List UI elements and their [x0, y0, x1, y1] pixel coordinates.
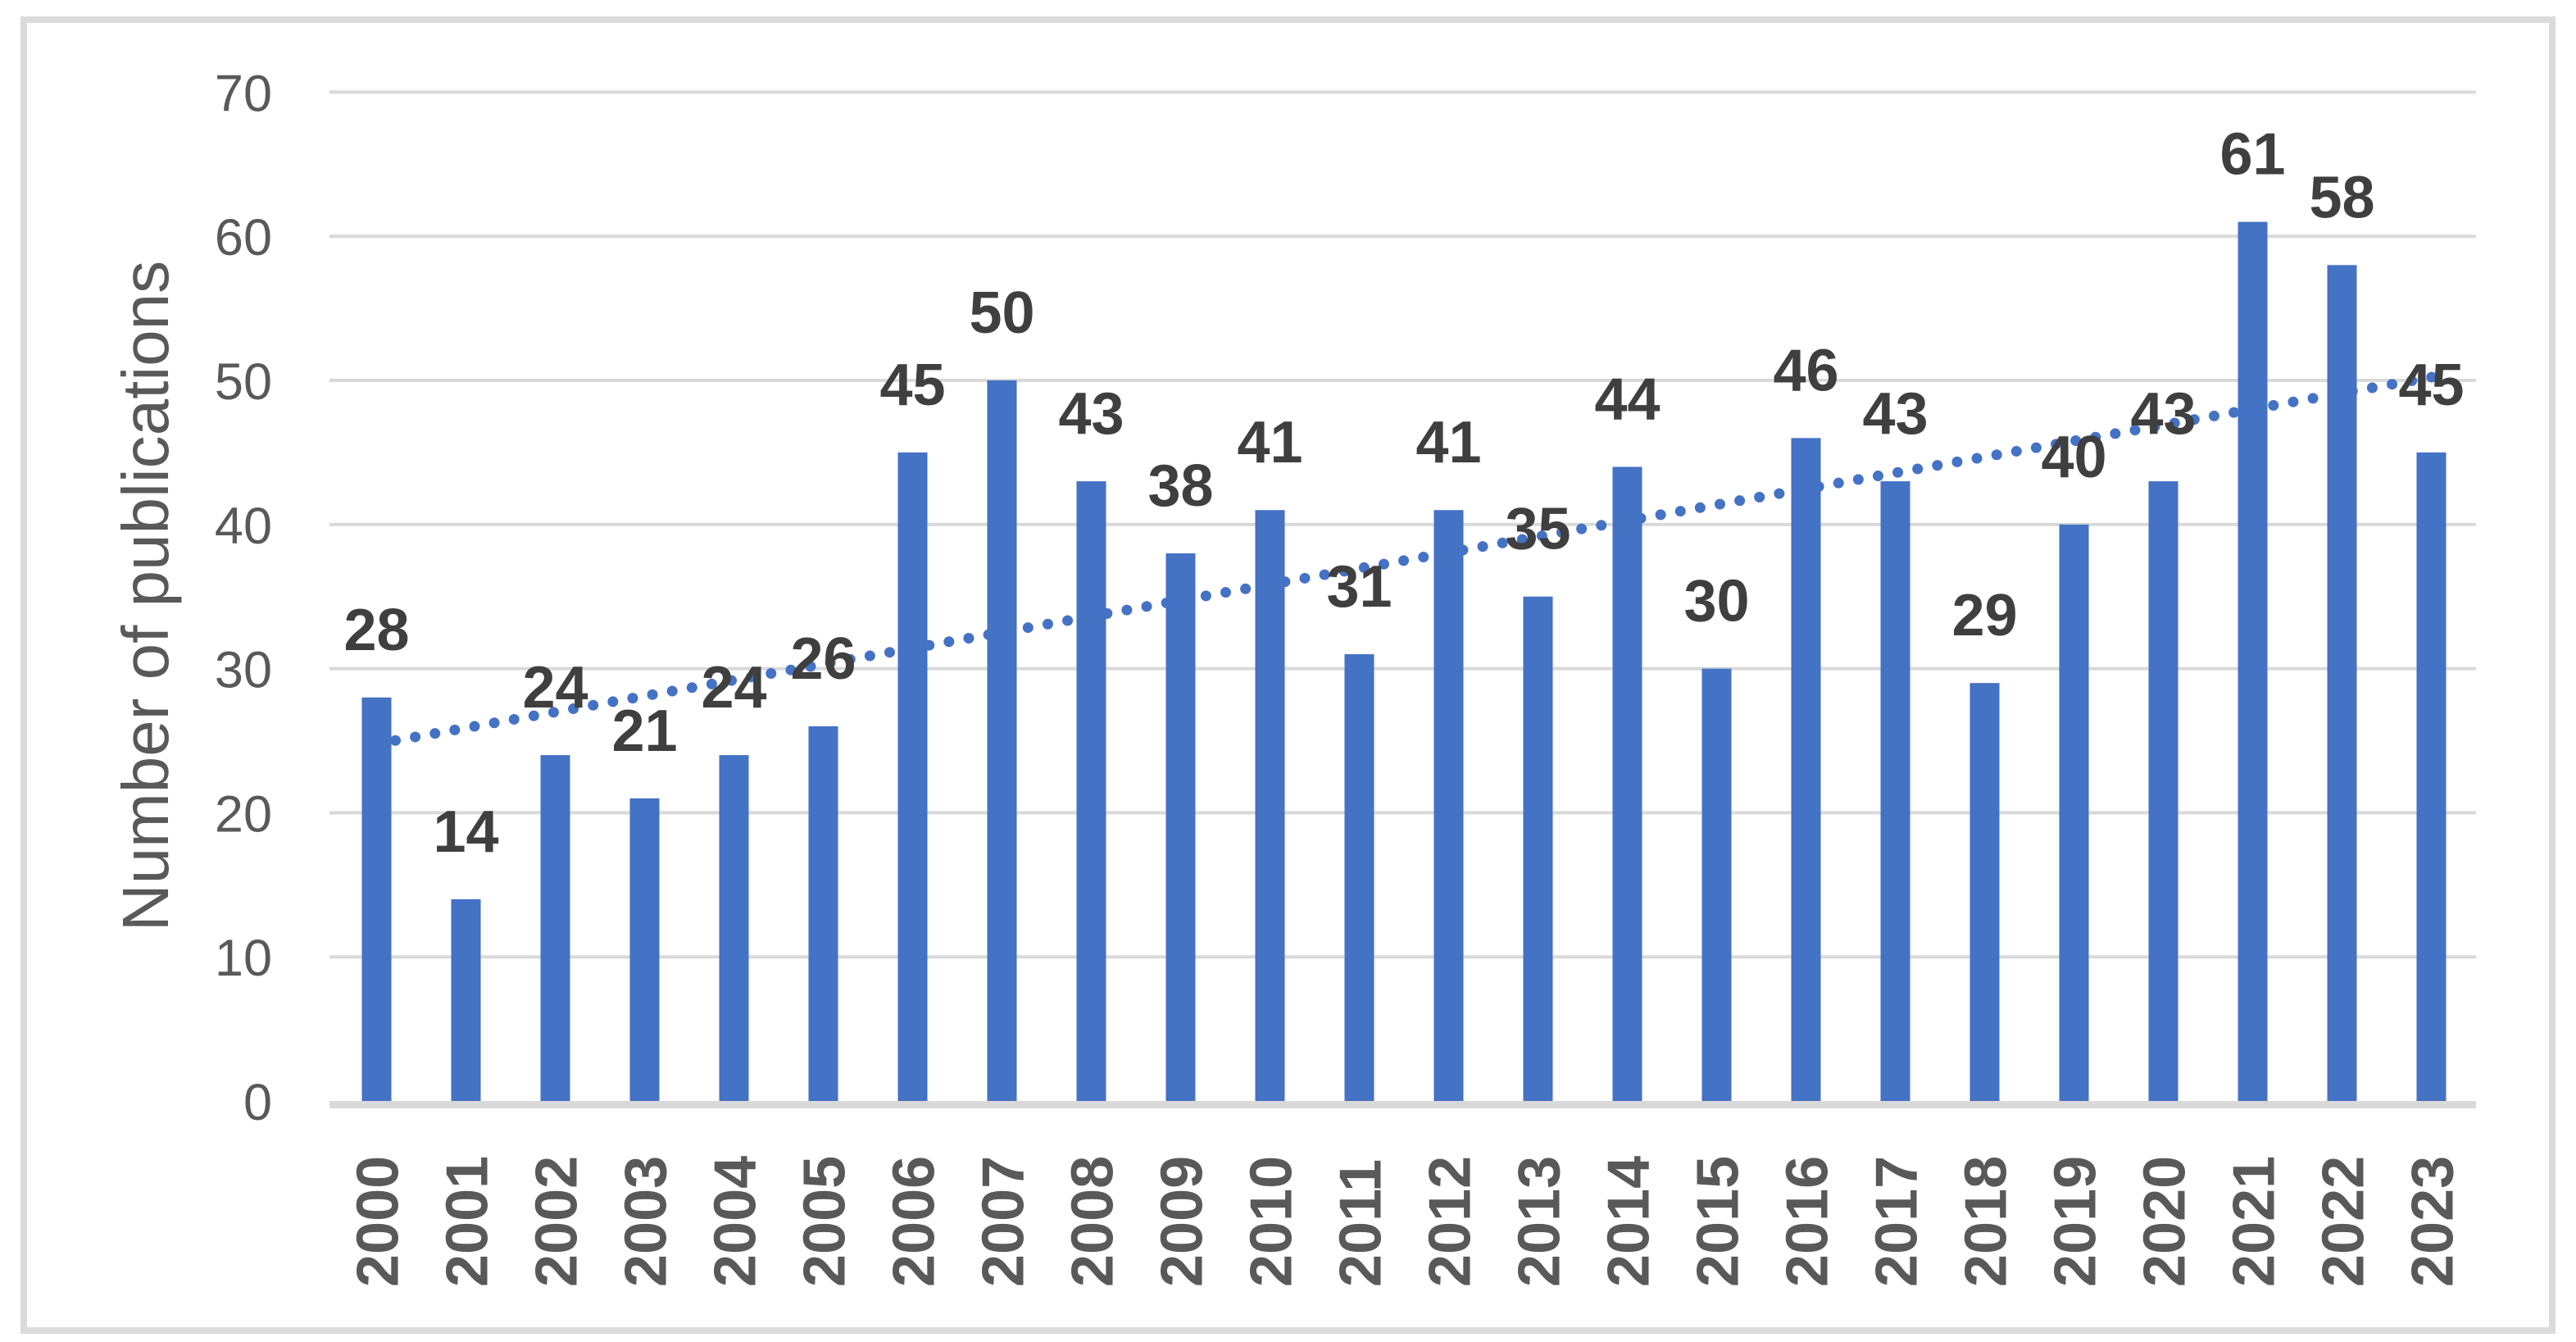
bar-2016	[1791, 438, 1821, 1101]
data-label-2012: 41	[1415, 410, 1481, 475]
x-tick-2005: 2005	[793, 1156, 858, 1287]
data-label-2019: 40	[2041, 425, 2106, 490]
y-tick-20: 20	[215, 785, 272, 843]
data-label-2001: 14	[433, 799, 498, 865]
x-tick-2011: 2011	[1329, 1159, 1394, 1287]
bar-2018	[1969, 683, 2000, 1101]
x-tick-2012: 2012	[1418, 1156, 1483, 1287]
y-tick-40: 40	[215, 498, 272, 555]
bar-2004	[719, 755, 749, 1101]
data-label-2023: 45	[2398, 353, 2464, 418]
data-label-2009: 38	[1147, 453, 1213, 519]
x-tick-2017: 2017	[1865, 1156, 1930, 1287]
data-label-2022: 58	[2309, 165, 2374, 230]
x-tick-2009: 2009	[1150, 1156, 1215, 1287]
bar-2010	[1255, 510, 1285, 1101]
bar-2009	[1165, 553, 1196, 1101]
bar-2000	[361, 697, 392, 1101]
data-label-2006: 45	[879, 353, 945, 418]
trendline	[390, 369, 2451, 746]
chart-border	[20, 16, 2556, 1334]
data-label-2005: 26	[790, 626, 856, 692]
x-tick-2008: 2008	[1061, 1156, 1126, 1287]
data-label-2007: 50	[969, 280, 1034, 346]
x-tick-2018: 2018	[1954, 1156, 2019, 1287]
x-tick-2023: 2023	[2401, 1156, 2466, 1287]
gridlines-layer	[329, 90, 2476, 1108]
data-label-2014: 44	[1594, 366, 1660, 432]
trendline-layer	[390, 369, 2451, 746]
data-label-2013: 35	[1505, 497, 1570, 562]
bar-2013	[1523, 596, 1553, 1101]
x-tick-2020: 2020	[2133, 1156, 2198, 1287]
x-tick-2022: 2022	[2311, 1156, 2377, 1287]
bar-2023	[2416, 452, 2447, 1101]
data-label-2016: 46	[1773, 338, 1838, 403]
x-axis-line	[329, 1101, 2476, 1108]
x-tick-2003: 2003	[614, 1156, 679, 1287]
bar-2012	[1433, 510, 1464, 1101]
bars-layer	[361, 221, 2447, 1101]
bar-2021	[2238, 221, 2268, 1101]
bar-2022	[2327, 265, 2357, 1101]
bar-2017	[1880, 481, 1910, 1101]
data-label-2021: 61	[2219, 122, 2285, 188]
bar-2006	[897, 452, 928, 1101]
y-axis-title: Number of publications	[109, 261, 182, 931]
x-tick-2006: 2006	[882, 1156, 947, 1287]
data-label-2002: 24	[522, 655, 588, 721]
bar-2005	[808, 726, 838, 1101]
data-label-2020: 43	[2130, 381, 2196, 447]
y-tick-30: 30	[215, 642, 272, 699]
data-label-2015: 30	[1683, 569, 1749, 635]
x-tick-2013: 2013	[1507, 1156, 1573, 1287]
x-tick-2007: 2007	[971, 1156, 1037, 1287]
y-tick-50: 50	[215, 353, 272, 411]
y-tick-60: 60	[215, 209, 272, 266]
x-tick-2010: 2010	[1239, 1156, 1305, 1287]
bar-2019	[2059, 524, 2089, 1101]
x-tick-2015: 2015	[1686, 1156, 1751, 1287]
x-tick-2014: 2014	[1597, 1156, 1662, 1287]
bar-2015	[1701, 668, 1732, 1101]
x-tick-2019: 2019	[2043, 1156, 2109, 1287]
data-label-2004: 24	[701, 655, 766, 721]
x-tick-2016: 2016	[1775, 1156, 1841, 1287]
bar-2001	[451, 898, 481, 1101]
y-tick-70: 70	[215, 65, 272, 122]
data-label-2008: 43	[1058, 381, 1124, 447]
bar-2002	[540, 755, 570, 1101]
x-tick-2021: 2021	[2222, 1156, 2288, 1287]
x-tick-2002: 2002	[525, 1156, 590, 1287]
bar-2008	[1076, 481, 1106, 1101]
bar-2011	[1344, 654, 1374, 1101]
data-label-2000: 28	[343, 598, 409, 663]
data-label-2003: 21	[611, 698, 677, 764]
x-tick-2004: 2004	[703, 1156, 769, 1287]
data-label-2010: 41	[1237, 410, 1302, 475]
x-tick-2000: 2000	[346, 1156, 411, 1287]
y-tick-10: 10	[215, 930, 272, 987]
bar-2020	[2148, 481, 2178, 1101]
data-label-2017: 43	[1862, 381, 1928, 447]
y-tick-0: 0	[243, 1074, 272, 1131]
data-label-2011: 31	[1326, 554, 1392, 620]
bar-2007	[987, 380, 1017, 1101]
bar-2003	[629, 798, 660, 1101]
bar-2014	[1612, 466, 1642, 1101]
labels-layer: 28 14 24 21 24 26 45 50 43 38 41 31 41 35 44 30 46 43 29 40…	[215, 65, 2466, 1287]
x-tick-2001: 2001	[435, 1156, 501, 1287]
data-label-2018: 29	[1951, 583, 2017, 648]
